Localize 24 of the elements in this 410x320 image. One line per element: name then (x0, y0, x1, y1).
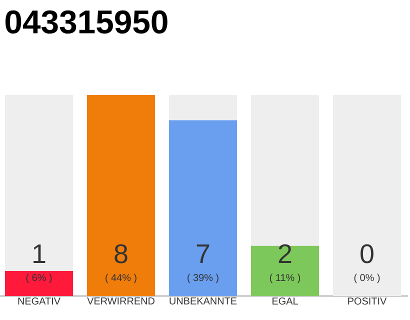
x-tick-label: VERWIRREND (87, 298, 154, 304)
annotation: ( 11% ) (270, 274, 300, 284)
bar (168, 95, 238, 120)
annotation: ( 0% ) (354, 274, 380, 284)
data-label: 2 (278, 244, 292, 263)
annotation: 0 (360, 244, 374, 264)
data-label: 1 (34, 244, 46, 263)
chart-title: 043315950 (5, 10, 168, 34)
bar (4, 270, 74, 296)
bar (250, 95, 320, 246)
annotation: ( 6% ) (26, 274, 52, 284)
x-tick-label: NEGATIV (18, 298, 60, 305)
bar (332, 95, 402, 296)
x-tick-label: UNBEKANNTE (170, 298, 237, 304)
x-tick-label: EGAL (272, 298, 298, 305)
x-tick-label: POSITIV (348, 298, 387, 305)
annotation: ( 39% ) (188, 274, 218, 284)
bar (250, 246, 320, 296)
data-label: 7 (196, 244, 210, 263)
annotation: ( 44% ) (106, 274, 136, 284)
bar (86, 95, 156, 296)
bar (4, 95, 74, 271)
data-label: 8 (114, 244, 128, 264)
bar (168, 120, 238, 296)
